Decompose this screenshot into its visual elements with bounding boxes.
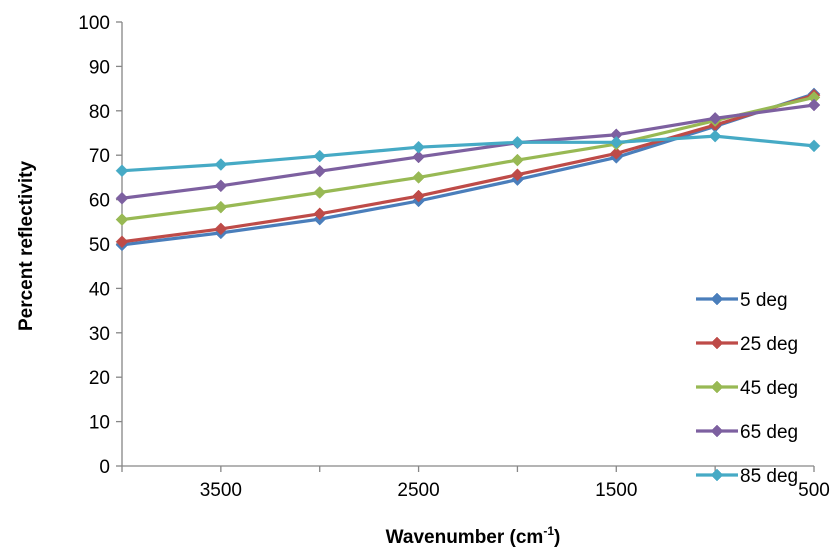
x-axis-title-close: ) (554, 527, 560, 548)
data-point (115, 213, 129, 226)
y-tick-label: 90 (89, 57, 110, 78)
data-point (412, 140, 425, 154)
legend-marker (710, 336, 724, 350)
legend-label: 5 deg (740, 290, 788, 311)
x-tick-label: 500 (798, 480, 830, 501)
y-tick-label: 100 (78, 13, 110, 34)
data-point (412, 171, 425, 184)
data-point (115, 235, 129, 249)
y-tick-label: 0 (99, 457, 110, 478)
legend: 5 deg 25 deg 45 deg 65 deg 85 deg (696, 290, 798, 487)
data-point (412, 150, 425, 164)
data-point (214, 158, 228, 171)
data-point (708, 111, 722, 125)
x-axis-title-main: Wavenumber (cm (386, 527, 544, 548)
legend-entry: 65 deg (696, 422, 798, 443)
y-tick-label: 50 (89, 235, 110, 256)
x-axis-title: Wavenumber (cm-1) (386, 524, 561, 548)
data-point (115, 191, 129, 205)
legend-entry: 25 deg (696, 334, 798, 355)
data-point (708, 129, 722, 143)
data-point (313, 207, 327, 221)
y-tick-label: 30 (89, 324, 110, 345)
y-tick-label: 80 (89, 102, 110, 123)
x-tick-label: 1500 (595, 480, 637, 501)
data-point (214, 200, 228, 214)
legend-label: 45 deg (740, 378, 798, 399)
x-tick-label: 3500 (200, 480, 242, 501)
y-tick-label: 60 (89, 191, 110, 212)
y-axis-title: Percent reflectivity (16, 161, 37, 331)
x-axis-title-superscript: -1 (543, 524, 554, 538)
series-45-deg (115, 91, 821, 226)
y-tick-label: 10 (89, 413, 110, 434)
y-tick-label: 20 (89, 368, 110, 389)
legend-marker (710, 424, 724, 438)
data-point (313, 164, 327, 178)
series-line (121, 92, 815, 247)
series-line (121, 134, 815, 173)
legend-marker (710, 292, 724, 306)
y-tick-label: 40 (89, 279, 110, 300)
data-point (511, 135, 524, 149)
data-point (214, 179, 228, 193)
series-line (121, 103, 815, 200)
data-point (609, 135, 623, 149)
legend-marker (710, 468, 724, 482)
data-point (511, 153, 524, 167)
y-axis-ticks: 0 10 20 30 40 50 60 70 80 90 100 (78, 13, 122, 478)
legend-entry: 5 deg (696, 290, 788, 311)
x-axis-ticks: 3500 2500 1500 500 (121, 466, 830, 501)
series-85-deg (115, 129, 821, 178)
data-point (313, 186, 327, 199)
series-layer (115, 87, 821, 252)
data-point (511, 168, 524, 182)
series-65-deg (115, 98, 821, 205)
legend-label: 85 deg (740, 466, 798, 487)
series-line (121, 93, 815, 244)
y-tick-label: 70 (89, 146, 110, 167)
data-point (214, 222, 228, 236)
legend-entry: 45 deg (696, 378, 798, 399)
legend-label: 65 deg (740, 422, 798, 443)
data-point (807, 139, 821, 153)
series-line (121, 95, 815, 222)
data-point (412, 189, 425, 203)
x-tick-label: 2500 (397, 480, 439, 501)
legend-marker (710, 380, 724, 394)
data-point (313, 149, 327, 163)
data-point (807, 98, 821, 112)
data-point (609, 147, 623, 160)
legend-label: 25 deg (740, 334, 798, 355)
data-point (115, 164, 129, 178)
legend-entry: 85 deg (696, 466, 798, 487)
